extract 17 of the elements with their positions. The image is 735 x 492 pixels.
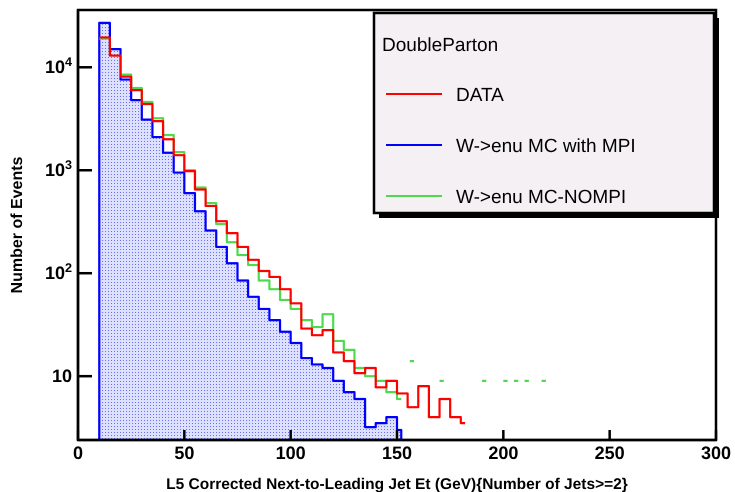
text: W->enu MC with MPI	[456, 136, 636, 157]
y-tick-label: 10$^{4}$	[44, 55, 72, 78]
y-tick-label: 10	[52, 366, 72, 386]
legend-title: DoubleParton	[382, 35, 498, 56]
x-tick-label: 0	[72, 442, 84, 463]
x-tick-label: 150	[382, 442, 412, 463]
legend-label: DATA	[456, 85, 504, 106]
y-tick-label: 10$^{3}$	[44, 158, 72, 180]
x-tick-label: 300	[700, 442, 732, 463]
legend-label: W->enu MC-NOMPI	[456, 187, 626, 208]
y-tick-label: 10$^{2}$	[44, 260, 72, 283]
x-tick-label: 50	[174, 442, 194, 463]
y-axis-title: Number of Events	[9, 156, 26, 294]
x-tick-label: 250	[594, 442, 625, 463]
x-tick-label: 200	[488, 442, 518, 463]
x-tick-label: 100	[276, 442, 306, 463]
x-axis-title: L5 Corrected Next-to-Leading Jet Et (GeV){Number of Jets>=2}	[166, 476, 628, 492]
